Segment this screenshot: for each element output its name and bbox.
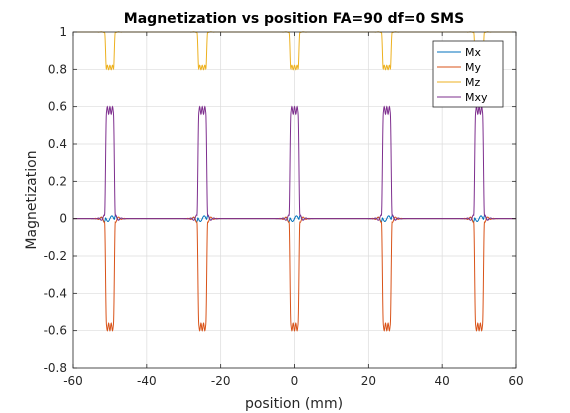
y-tick-label: 1 — [59, 25, 67, 39]
y-tick-label: 0.4 — [48, 137, 67, 151]
y-tick-label: 0 — [59, 212, 67, 226]
x-tick-label: 60 — [508, 374, 523, 388]
y-tick-label: -0.8 — [44, 361, 67, 375]
x-tick-label: 0 — [291, 374, 299, 388]
x-tick-label: -20 — [211, 374, 231, 388]
legend-label-mx: Mx — [465, 46, 481, 59]
legend-label-mxy: Mxy — [465, 91, 488, 104]
y-tick-label: 0.6 — [48, 100, 67, 114]
y-tick-label: 0.2 — [48, 174, 67, 188]
y-tick-label: -0.6 — [44, 324, 67, 338]
legend: Mx My Mz Mxy — [432, 40, 504, 108]
legend-label-mz: Mz — [465, 76, 480, 89]
x-tick-label: 20 — [361, 374, 376, 388]
y-tick-label: 0.8 — [48, 62, 67, 76]
y-tick-label: -0.2 — [44, 249, 67, 263]
x-axis-label: position (mm) — [245, 396, 343, 412]
legend-label-my: My — [465, 61, 481, 74]
x-tick-label: -60 — [63, 374, 83, 388]
axis-ticks: -60 -40 -20 0 20 40 60 -0.8 -0.6 -0.4 -0.2 0 0.2 0.4 0… — [44, 25, 524, 388]
y-axis-label: Magnetization — [24, 150, 40, 249]
series-line-mxy — [73, 105, 516, 221]
x-tick-label: 40 — [435, 374, 450, 388]
y-tick-label: -0.4 — [44, 286, 67, 300]
x-tick-label: -40 — [137, 374, 157, 388]
chart-title: Magnetization vs position FA=90 df=0 SMS — [124, 11, 464, 27]
